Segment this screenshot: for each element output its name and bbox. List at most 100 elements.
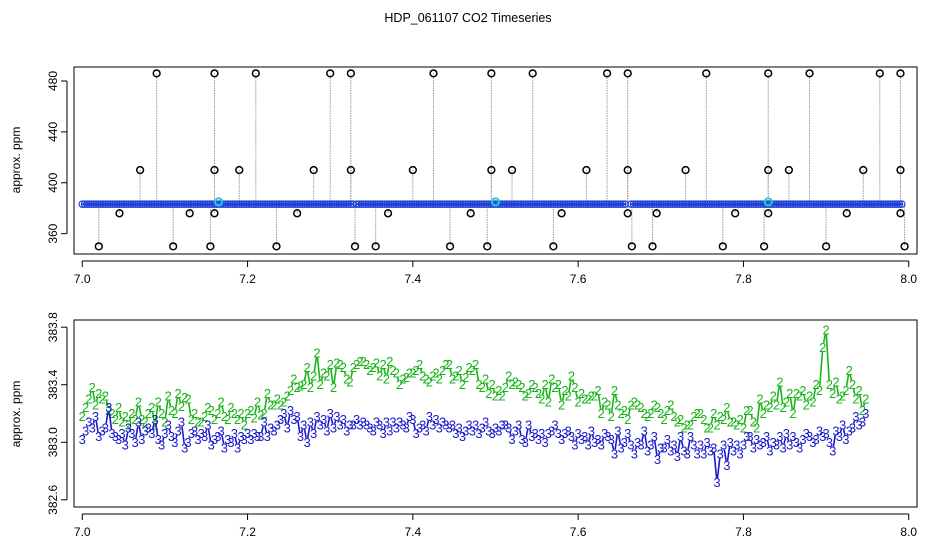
y-tick-label: 440 bbox=[46, 122, 60, 142]
series-segment bbox=[324, 423, 327, 427]
series-point-label: 2 bbox=[842, 383, 849, 398]
series-point-label: 2 bbox=[779, 400, 786, 415]
series-segment bbox=[326, 417, 331, 427]
series-segment bbox=[174, 397, 179, 410]
series-point-label: 2 bbox=[502, 380, 509, 395]
series-point-label: 2 bbox=[522, 389, 529, 404]
series-point-label: 3 bbox=[346, 418, 353, 433]
series-point-label: 2 bbox=[651, 397, 658, 412]
series-point-label: 2 bbox=[211, 412, 218, 427]
series-point-label: 2 bbox=[188, 412, 195, 427]
series-segment bbox=[459, 374, 463, 381]
series-point-label: 2 bbox=[214, 406, 221, 421]
series-point-label: 2 bbox=[105, 403, 112, 418]
series-point-label: 2 bbox=[184, 392, 191, 407]
series-point-label: 2 bbox=[575, 394, 582, 409]
series-segment bbox=[548, 383, 552, 398]
series-segment bbox=[716, 458, 721, 479]
series-point-label: 2 bbox=[670, 409, 677, 424]
series-point-label: 2 bbox=[723, 400, 730, 415]
series-point-label: 2 bbox=[138, 412, 145, 427]
x-tick-label: 7.8 bbox=[735, 272, 752, 286]
series-point-label: 3 bbox=[846, 423, 853, 438]
series-point-label: 2 bbox=[694, 406, 701, 421]
series-segment bbox=[151, 412, 155, 421]
series-point-label: 3 bbox=[565, 423, 572, 438]
series-point-label: 2 bbox=[141, 415, 148, 430]
spike-marker bbox=[152, 69, 161, 78]
series-point-label: 2 bbox=[327, 357, 334, 372]
series-point-label: 3 bbox=[776, 429, 783, 444]
spike-marker bbox=[764, 209, 773, 218]
series-point-label: 3 bbox=[379, 426, 386, 441]
series-segment bbox=[780, 440, 783, 444]
series-point-label: 2 bbox=[208, 403, 215, 418]
series-point-label: 3 bbox=[413, 426, 420, 441]
series-point-label: 3 bbox=[363, 418, 370, 433]
series-point-label: 3 bbox=[786, 438, 793, 453]
series-segment bbox=[158, 406, 162, 410]
series-point-label: 2 bbox=[102, 389, 109, 404]
series-point-label: 2 bbox=[525, 386, 532, 401]
series-segment bbox=[822, 334, 827, 344]
series-point-label: 3 bbox=[492, 420, 499, 435]
series-point-label: 2 bbox=[852, 392, 859, 407]
series-point-label: 3 bbox=[545, 426, 552, 441]
x-tick-label: 7.6 bbox=[570, 525, 587, 539]
spike-marker bbox=[94, 242, 103, 251]
series-point-label: 3 bbox=[439, 415, 446, 430]
series-segment bbox=[608, 408, 611, 413]
series-point-label: 3 bbox=[813, 432, 820, 447]
series-segment bbox=[221, 406, 225, 413]
series-point-label: 2 bbox=[786, 386, 793, 401]
series-segment bbox=[627, 409, 631, 416]
series-point-label: 2 bbox=[251, 410, 258, 425]
series-point-label: 3 bbox=[634, 435, 641, 450]
spike-marker bbox=[371, 242, 380, 251]
series-point-label: 3 bbox=[327, 406, 334, 421]
series-point-label: 2 bbox=[826, 377, 833, 392]
series-point-label: 2 bbox=[383, 371, 390, 386]
series-segment bbox=[667, 443, 671, 447]
series-segment bbox=[350, 371, 354, 378]
series-segment bbox=[641, 434, 645, 441]
series-point-label: 3 bbox=[515, 418, 522, 433]
series-segment bbox=[819, 351, 824, 387]
series-point-label: 3 bbox=[191, 423, 198, 438]
series-point-label: 2 bbox=[148, 400, 155, 415]
series-point-label: 3 bbox=[852, 409, 859, 424]
series-point-label: 2 bbox=[379, 357, 386, 372]
series-point-label: 2 bbox=[307, 380, 314, 395]
series-point-label: 3 bbox=[145, 420, 152, 435]
series-segment bbox=[760, 403, 764, 410]
y-tick-label: 383.8 bbox=[46, 312, 60, 342]
series-point-label: 2 bbox=[449, 371, 456, 386]
series-point-label: 3 bbox=[826, 435, 833, 450]
series-point-label: 2 bbox=[495, 383, 502, 398]
series-point-label: 3 bbox=[670, 438, 677, 453]
series-segment bbox=[680, 440, 684, 447]
series-point-label: 2 bbox=[201, 409, 208, 424]
series-segment bbox=[343, 423, 347, 427]
series-point-label: 2 bbox=[333, 356, 340, 371]
series-point-label: 3 bbox=[399, 418, 406, 433]
spike-marker bbox=[251, 69, 260, 78]
series-point-label: 3 bbox=[694, 446, 701, 461]
series-point-label: 2 bbox=[793, 386, 800, 401]
series-point-label: 2 bbox=[204, 400, 211, 415]
series-point-label: 3 bbox=[641, 423, 648, 438]
series-point-label: 3 bbox=[184, 435, 191, 450]
series-point-label: 3 bbox=[618, 441, 625, 456]
series-segment bbox=[825, 334, 830, 381]
series-point-label: 2 bbox=[822, 323, 829, 338]
series-point-label: 2 bbox=[452, 369, 459, 384]
series-point-label: 2 bbox=[346, 374, 353, 389]
series-point-label: 3 bbox=[118, 426, 125, 441]
series-point-label: 2 bbox=[773, 397, 780, 412]
series-point-label: 2 bbox=[413, 363, 420, 378]
series-point-label: 2 bbox=[806, 389, 813, 404]
series-point-label: 2 bbox=[687, 418, 694, 433]
series-point-label: 2 bbox=[360, 354, 367, 369]
series-segment bbox=[330, 417, 334, 424]
